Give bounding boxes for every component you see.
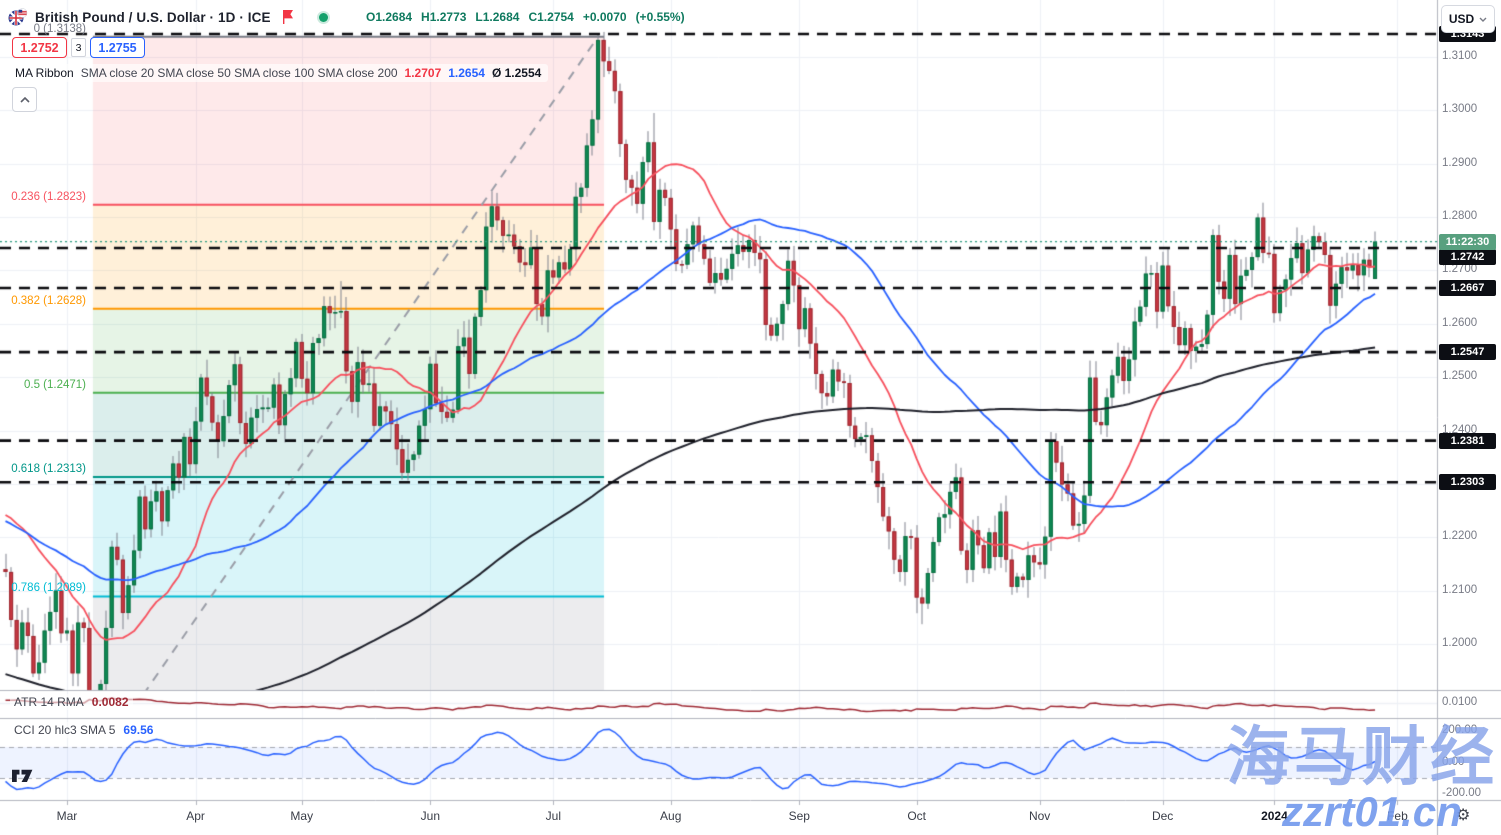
spread-value: 3: [71, 38, 86, 57]
sell-button[interactable]: 1.2752: [12, 37, 67, 58]
ohlc-close: C1.2754: [528, 10, 574, 24]
flag-marker-icon[interactable]: [282, 10, 294, 24]
cci-title: CCI 20 hlc3 SMA 5: [14, 723, 116, 737]
tradingview-logo[interactable]: [12, 767, 46, 794]
currency-label: USD: [1448, 12, 1475, 26]
ohlc-open: O1.2684: [366, 10, 413, 24]
ma-ribbon-legend: MA Ribbon SMA close 20 SMA close 50 SMA …: [8, 64, 549, 82]
ma-sma20-value: 1.2707: [404, 66, 442, 80]
ohlc-change-pct: (+0.55%): [635, 10, 685, 24]
chevron-down-icon: [1479, 17, 1487, 22]
atr-legend: ATR 14 RMA 0.0082: [10, 694, 133, 710]
cci-value: 69.56: [123, 723, 154, 737]
ohlc-change: +0.0070: [582, 10, 627, 24]
ma-avg-value: Ø 1.2554: [491, 66, 542, 80]
market-status-icon: [318, 12, 328, 22]
axis-settings-gear-icon[interactable]: ⚙: [1456, 807, 1471, 824]
ohlc-high: H1.2773: [421, 10, 467, 24]
chevron-up-icon: [19, 96, 30, 103]
buy-sell-widget: 1.2752 3 1.2755: [12, 37, 145, 58]
ohlc-low: L1.2684: [475, 10, 520, 24]
currency-selector[interactable]: USD: [1441, 5, 1495, 33]
symbol-header: British Pound / U.S. Dollar · 1D · ICE: [8, 8, 328, 26]
price-axis[interactable]: [1437, 0, 1501, 800]
buy-button[interactable]: 1.2755: [90, 37, 145, 58]
symbol-pair-icon: [8, 8, 28, 26]
time-axis[interactable]: [0, 800, 1437, 835]
cci-legend: CCI 20 hlc3 SMA 5 69.56: [10, 722, 158, 738]
atr-value: 0.0082: [91, 695, 129, 709]
symbol-title: British Pound / U.S. Dollar · 1D · ICE: [35, 9, 271, 25]
ma-ribbon-params: SMA close 20 SMA close 50 SMA close 100 …: [80, 66, 398, 80]
ma-sma50-value: 1.2654: [448, 66, 485, 80]
collapse-legend-button[interactable]: [12, 87, 37, 112]
atr-title: ATR 14 RMA: [14, 695, 84, 709]
ohlc-readout: O1.2684 H1.2773 L1.2684 C1.2754 +0.0070 …: [366, 10, 685, 24]
ma-ribbon-title: MA Ribbon: [15, 66, 74, 80]
